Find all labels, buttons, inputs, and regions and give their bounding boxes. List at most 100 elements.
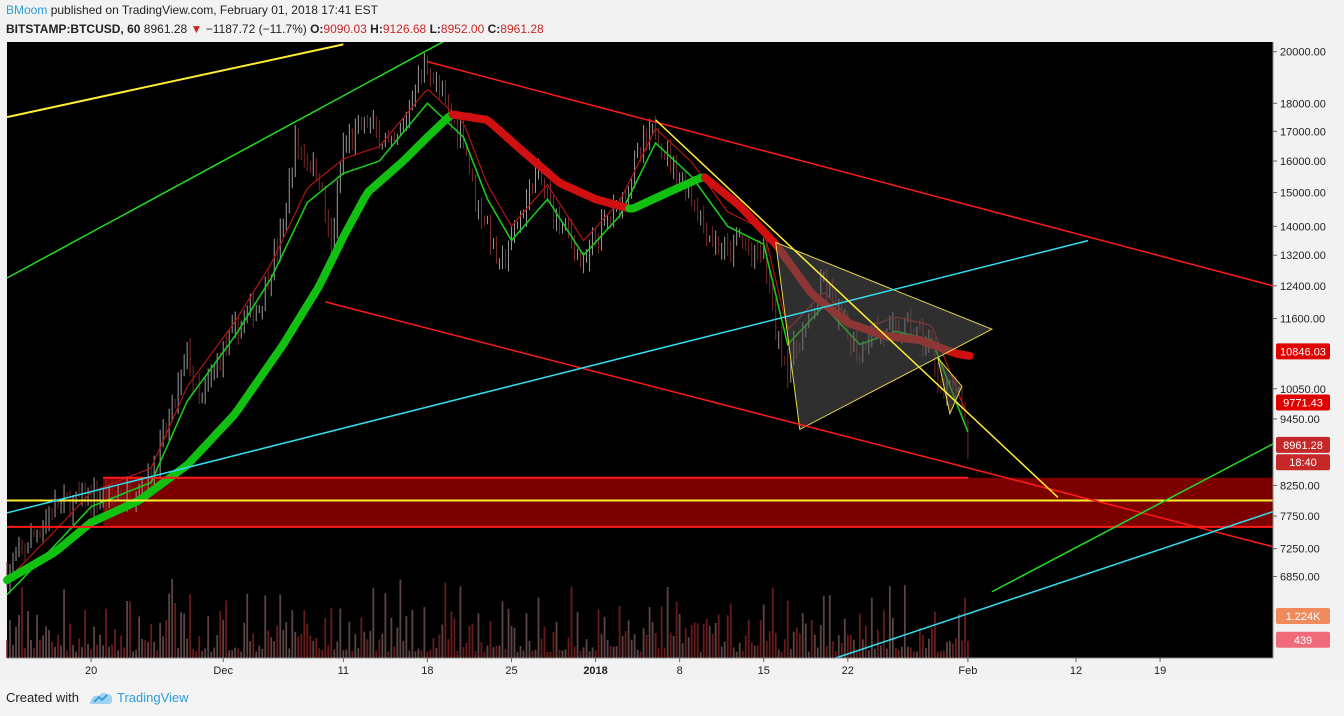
volume-bar (672, 635, 675, 658)
volume-bar (315, 637, 318, 658)
volume-bar (192, 649, 195, 658)
volume-bar (384, 593, 387, 658)
volume-bar (423, 607, 426, 658)
volume-bar (510, 626, 513, 658)
price-chart[interactable]: 20000.00 18000.00 17000.00 16000.00 15000.00… (0, 42, 1344, 680)
volume-bar (159, 622, 162, 658)
volume-bar (108, 646, 110, 658)
volume-bar (654, 633, 657, 658)
volume-bar (678, 613, 681, 658)
volume-bar (204, 648, 207, 658)
volume-bar (951, 643, 954, 658)
plot-area[interactable] (7, 42, 1273, 658)
volume-bar (63, 589, 65, 658)
price-axis[interactable]: 20000.00 18000.00 17000.00 16000.00 15000.00… (1272, 42, 1344, 658)
trendline (655, 119, 1059, 498)
volume-bar (789, 649, 792, 658)
volume-bar (189, 594, 192, 658)
volume-bar (489, 621, 492, 658)
volume-bar (954, 638, 957, 658)
volume-bar (777, 649, 780, 658)
volume-bar (903, 584, 906, 658)
volume-bar (336, 641, 339, 658)
time-tick-label: 19 (1154, 665, 1166, 677)
volume-bar (915, 651, 918, 658)
volume-bar (381, 633, 384, 658)
volume-bar (87, 643, 89, 658)
author-link[interactable]: BMoom (6, 3, 48, 17)
volume-bar (555, 621, 558, 658)
volume-bar (84, 609, 86, 658)
volume-bar (771, 587, 774, 658)
volume-bar (111, 644, 113, 658)
trendline (427, 60, 1274, 287)
volume-bar (720, 646, 723, 658)
volume-bar (453, 618, 456, 658)
volume-bar (222, 619, 225, 658)
volume-bar (198, 636, 201, 658)
volume-bar (897, 650, 900, 658)
symbol-label[interactable]: BITSTAMP:BTCUSD, 60 (6, 22, 141, 36)
price-marker-label: 1.224K (1286, 611, 1322, 623)
volume-bar (765, 641, 768, 658)
volume-bar (840, 643, 843, 658)
volume-bar (870, 597, 873, 658)
volume-bar (9, 619, 11, 658)
volume-bar (15, 626, 17, 658)
volume-bar (579, 650, 582, 658)
volume-bar (417, 648, 420, 658)
volume-bar (183, 613, 186, 658)
volume-bar (402, 640, 405, 658)
volume-bar (237, 648, 240, 658)
price-tick-label: 15000.00 (1280, 188, 1326, 200)
volume-bar (786, 600, 789, 658)
volume-bar (483, 651, 486, 658)
volume-bar (177, 648, 180, 658)
volume-bar (780, 651, 783, 658)
volume-bar (591, 647, 594, 658)
volume-bar (228, 650, 231, 658)
triangle-pattern (775, 241, 994, 431)
volume-bar (657, 648, 660, 658)
volume-bar (675, 601, 678, 658)
volume-bar (225, 600, 228, 658)
volume-bar (921, 635, 924, 658)
volume-bar (648, 607, 651, 658)
volume-bar (345, 649, 348, 658)
volume-bar (801, 612, 804, 658)
volume-bar (255, 651, 258, 658)
volume-bar (480, 642, 483, 658)
volume-bar (948, 640, 951, 658)
volume-bar (582, 647, 585, 658)
volume-bar (630, 639, 633, 658)
volume-bar (858, 613, 861, 658)
time-axis[interactable]: 20 Dec 11 18 25 2018 8 15 22 Feb 12 19 (0, 657, 1344, 680)
trendline (6, 42, 445, 279)
price-tick-label: 20000.00 (1280, 47, 1326, 59)
volume-bar (612, 646, 615, 658)
volume-bar (21, 587, 23, 658)
volume-bar (702, 623, 705, 658)
volume-bar (843, 618, 846, 658)
volume-bar (738, 642, 741, 658)
price-marker-box (1276, 607, 1330, 624)
price-marker-label: 439 (1294, 635, 1312, 647)
tradingview-logo-icon[interactable] (88, 690, 114, 706)
volume-bar (519, 645, 522, 658)
volume-bar (573, 646, 576, 658)
volume-bar (270, 637, 273, 658)
volume-bar (174, 603, 177, 658)
tradingview-brand[interactable]: TradingView (117, 690, 189, 705)
volume-bar (162, 636, 165, 658)
volume-bar (717, 614, 720, 658)
volume-bar (879, 645, 882, 658)
price-tick-label: 16000.00 (1280, 156, 1326, 168)
volume-bar (867, 650, 870, 658)
price-tick-label: 17000.00 (1280, 126, 1326, 138)
trendline (325, 301, 1274, 548)
volume-bars (6, 579, 969, 658)
volume-bar (300, 633, 303, 658)
last-price: 8961.28 (143, 22, 188, 36)
volume-bar (264, 595, 267, 658)
price-tick-label: 14000.00 (1280, 221, 1326, 233)
